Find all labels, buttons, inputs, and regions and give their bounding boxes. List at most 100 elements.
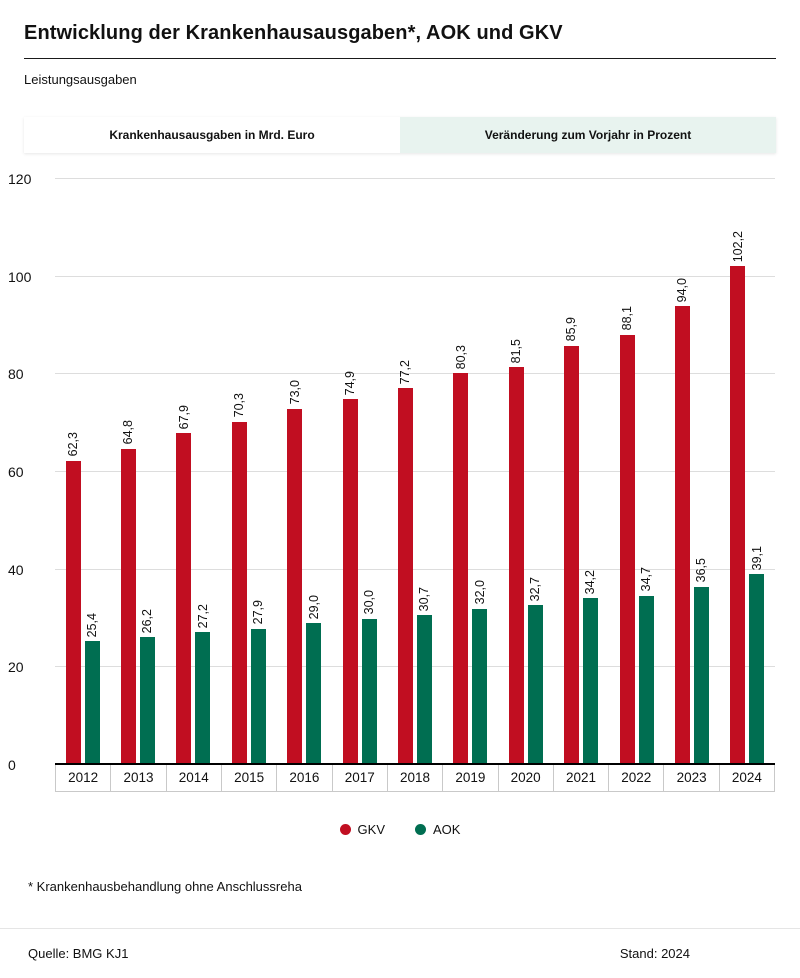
gridline [55, 471, 775, 472]
bar-column-gkv-2022: 88,1 [619, 179, 635, 765]
bar-column-gkv-2020: 81,5 [508, 179, 524, 765]
bar-column-aok-2018: 30,7 [417, 179, 433, 765]
bar-value-label: 32,0 [472, 580, 487, 605]
stand-label: Stand: 2024 [619, 946, 690, 961]
bar-group-2020: 81,5 32,7 [498, 179, 553, 765]
bar-group-2014: 67,9 27,2 [166, 179, 221, 765]
gridline [55, 178, 775, 179]
x-tick-label: 2014 [167, 765, 222, 791]
bar-aok [250, 628, 266, 765]
x-tick-label: 2012 [55, 765, 112, 791]
bar-column-aok-2017: 30,0 [361, 179, 377, 765]
bar-aok [472, 608, 488, 765]
y-tick-label: 120 [8, 171, 32, 187]
bar-column-aok-2020: 32,7 [527, 179, 543, 765]
tab-bar: Krankenhausausgaben in Mrd. Euro Veränder… [24, 117, 776, 153]
bar-value-label: 85,9 [564, 317, 579, 342]
bar-groups: 62,3 25,4 64,8 26,2 67,9 27,2 70,3 27,9 73,0 29,0… [55, 179, 775, 765]
bar-column-aok-2014: 27,2 [195, 179, 211, 765]
bar-value-label: 64,8 [121, 420, 136, 445]
bar-aok [693, 586, 709, 765]
bar-group-2021: 85,9 34,2 [554, 179, 609, 765]
bar-column-gkv-2024: 102,2 [730, 179, 746, 765]
bar-value-label: 27,9 [251, 600, 266, 625]
x-tick-label: 2020 [499, 765, 554, 791]
bar-column-gkv-2023: 94,0 [674, 179, 690, 765]
bar-value-label: 88,1 [619, 306, 634, 331]
bar-value-label: 81,5 [509, 338, 524, 364]
bar-gkv [508, 367, 524, 765]
bar-value-label: 94,0 [675, 277, 690, 302]
bar-gkv [619, 334, 635, 765]
bar-column-aok-2015: 27,9 [250, 179, 266, 765]
bar-aok [749, 574, 765, 765]
footer: Quelle: BMG KJ1 Stand: 2024 [0, 928, 800, 978]
y-tick-label: 40 [8, 561, 24, 578]
bar-value-label: 67,9 [176, 405, 191, 430]
source-label: Quelle: BMG KJ1 [28, 946, 129, 961]
bar-column-gkv-2012: 62,3 [65, 179, 81, 765]
y-tick-label: 0 [8, 757, 16, 773]
tab-absolute[interactable]: Krankenhausausgaben in Mrd. Euro [24, 117, 400, 153]
x-axis-labels: 2012 2013 2014 2015 2016 2017 2018 2019 2020 2021… [55, 765, 776, 792]
bar-value-label: 25,4 [84, 612, 99, 637]
bar-group-2018: 77,2 30,7 [387, 179, 442, 765]
legend-item-aok: AOK [415, 822, 460, 837]
bar-value-label: 39,1 [749, 545, 764, 571]
bar-column-gkv-2015: 70,3 [231, 179, 247, 765]
bar-group-2012: 62,3 25,4 [55, 179, 110, 765]
bar-aok [195, 632, 211, 765]
bar-gkv [231, 421, 247, 765]
bar-value-label: 30,7 [417, 586, 432, 612]
bar-column-aok-2012: 25,4 [84, 179, 100, 765]
header: Entwicklung der Krankenhausausgaben*, AO… [0, 0, 800, 87]
bar-value-label: 32,7 [528, 576, 543, 602]
bar-aok [527, 605, 543, 765]
bar-aok [417, 615, 433, 765]
bar-value-label: 30,0 [361, 590, 376, 615]
bar-gkv [674, 305, 690, 765]
bar-gkv [453, 372, 469, 765]
legend: GKV AOK [0, 822, 800, 837]
legend-dot-icon [339, 824, 351, 835]
gridline [55, 373, 775, 375]
bar-gkv [398, 388, 414, 765]
bar-gkv [730, 265, 746, 765]
legend-label: GKV [357, 822, 385, 837]
bar-value-label: 77,2 [398, 359, 413, 385]
x-axis-line [55, 763, 775, 765]
bar-column-aok-2013: 26,2 [140, 179, 156, 765]
bar-value-label: 26,2 [140, 608, 155, 634]
tab-percent[interactable]: Veränderung zum Vorjahr in Prozent [484, 128, 692, 142]
bar-value-label: 34,2 [583, 569, 598, 594]
bar-group-2023: 94,0 36,5 [664, 179, 719, 765]
bar-gkv [65, 460, 81, 765]
bar-value-label: 36,5 [694, 558, 709, 583]
bar-value-label: 70,3 [232, 393, 247, 418]
x-tick-label: 2018 [388, 765, 444, 791]
x-tick-label: 2022 [609, 765, 665, 791]
bar-column-gkv-2017: 74,9 [342, 179, 358, 765]
bar-gkv [564, 345, 580, 765]
bar-value-label: 80,3 [453, 344, 468, 369]
bar-column-aok-2022: 34,7 [638, 179, 654, 765]
bar-gkv [121, 448, 137, 765]
gridline [55, 275, 775, 277]
bar-group-2017: 74,9 30,0 [332, 179, 387, 765]
footnote: * Krankenhausbehandlung ohne Anschlussre… [28, 879, 302, 894]
x-tick-label: 2013 [111, 765, 167, 791]
bar-value-label: 29,0 [306, 595, 321, 620]
bar-value-label: 27,2 [195, 603, 210, 629]
y-tick-label: 80 [8, 366, 24, 383]
x-tick-label: 2019 [443, 765, 499, 791]
bar-column-gkv-2021: 85,9 [564, 179, 580, 765]
bar-gkv [287, 408, 303, 765]
bar-group-2016: 73,0 29,0 [277, 179, 332, 765]
x-tick-label: 2021 [554, 765, 610, 791]
bar-gkv [342, 399, 358, 765]
x-tick-label: 2015 [222, 765, 278, 791]
legend-dot-icon [415, 824, 426, 835]
legend-item-gkv: GKV [339, 822, 385, 837]
gridline [55, 568, 775, 570]
